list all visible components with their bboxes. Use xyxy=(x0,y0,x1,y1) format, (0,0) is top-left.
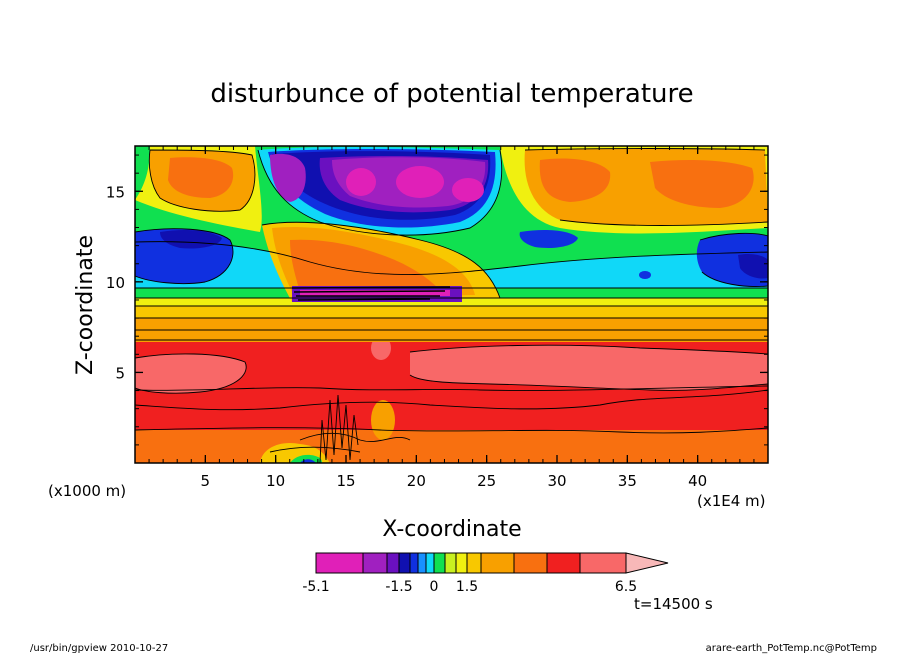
x-tick-label: 5 xyxy=(201,472,211,490)
field-streak-lines xyxy=(291,286,451,301)
y-axis: 5 10 15 xyxy=(106,154,768,446)
colorbar-segment xyxy=(480,552,515,574)
field-band-orange xyxy=(135,316,768,342)
colorbar-segment xyxy=(386,552,400,574)
x-tick-label: 10 xyxy=(266,472,285,490)
footer-right: arare-earth_PotTemp.nc@PotTemp xyxy=(706,643,877,654)
x-unit-label: (x1E4 m) xyxy=(697,492,766,510)
colorbar-segment xyxy=(433,552,446,574)
time-label: t=14500 s xyxy=(634,595,713,613)
x-tick-label: 20 xyxy=(407,472,426,490)
colorbar-segment xyxy=(455,552,468,574)
colorbar-segment xyxy=(444,552,457,574)
plot-frame xyxy=(134,145,769,464)
chart-title: disturbunce of potential temperature xyxy=(210,79,693,109)
colorbar xyxy=(315,552,669,574)
field-cool-dot xyxy=(639,271,651,279)
colorbar-segment xyxy=(546,552,581,574)
colorbar-tick-label: -1.5 xyxy=(385,579,412,595)
field-core-right xyxy=(410,345,768,391)
plot-area xyxy=(135,146,768,463)
field-upper-right-hot xyxy=(539,158,754,208)
y-tick-label: 5 xyxy=(115,364,125,382)
x-tick-label: 40 xyxy=(688,472,707,490)
field-cold-streak-inner xyxy=(300,290,450,296)
colorbar-segment xyxy=(362,552,388,574)
field-band-amber xyxy=(135,304,768,318)
colorbar-tick-label: -5.1 xyxy=(302,579,329,595)
colorbar-segment xyxy=(398,552,411,574)
colorbar-extend xyxy=(625,552,669,574)
colorbar-segment xyxy=(513,552,548,574)
colorbar-tick-label: 0 xyxy=(430,579,439,595)
field-cool-mid xyxy=(519,230,578,248)
colorbar-segment xyxy=(409,552,419,574)
x-tick-label: 15 xyxy=(336,472,355,490)
y-axis-label: Z-coordinate xyxy=(73,235,98,375)
colorbar-segment xyxy=(417,552,427,574)
footer-left: /usr/bin/gpview 2010-10-27 xyxy=(30,643,168,654)
colorbar-segment xyxy=(579,552,627,574)
field-cold-core-c xyxy=(452,178,484,202)
field-cool-right-navy xyxy=(738,253,768,279)
contour-lines xyxy=(135,148,768,434)
colorbar-segment xyxy=(315,552,364,574)
field-surface-cool xyxy=(290,454,322,463)
field-turbulence-lines xyxy=(269,394,411,463)
field-cold-core-a xyxy=(346,168,376,196)
field-cold-purple-left xyxy=(270,153,306,202)
x-tick-label: 35 xyxy=(618,472,637,490)
colorbar-tick-label: 6.5 xyxy=(615,579,637,595)
field-cool-left-navy xyxy=(160,230,222,249)
colorbar-segment xyxy=(425,552,435,574)
colorbar-labels: -5.1 -1.5 0 1.5 6.5 xyxy=(302,579,637,595)
x-tick-label: 30 xyxy=(547,472,566,490)
colorbar-segment xyxy=(466,552,482,574)
field-cold-core-b xyxy=(396,166,444,198)
field-warm-tongue-core xyxy=(290,239,440,292)
y-tick-label: 10 xyxy=(106,274,125,292)
x-tick-label: 25 xyxy=(477,472,496,490)
x-axis: 5 10 15 20 25 30 35 40 xyxy=(148,146,755,490)
x-axis-label: X-coordinate xyxy=(382,517,521,542)
y-unit-label: (x1000 m) xyxy=(48,482,126,500)
field-upper-left-hot xyxy=(168,157,234,198)
colorbar-tick-label: 1.5 xyxy=(456,579,478,595)
y-tick-label: 15 xyxy=(106,183,125,201)
field-lower-blob xyxy=(371,400,395,440)
field-core-left xyxy=(135,353,247,394)
